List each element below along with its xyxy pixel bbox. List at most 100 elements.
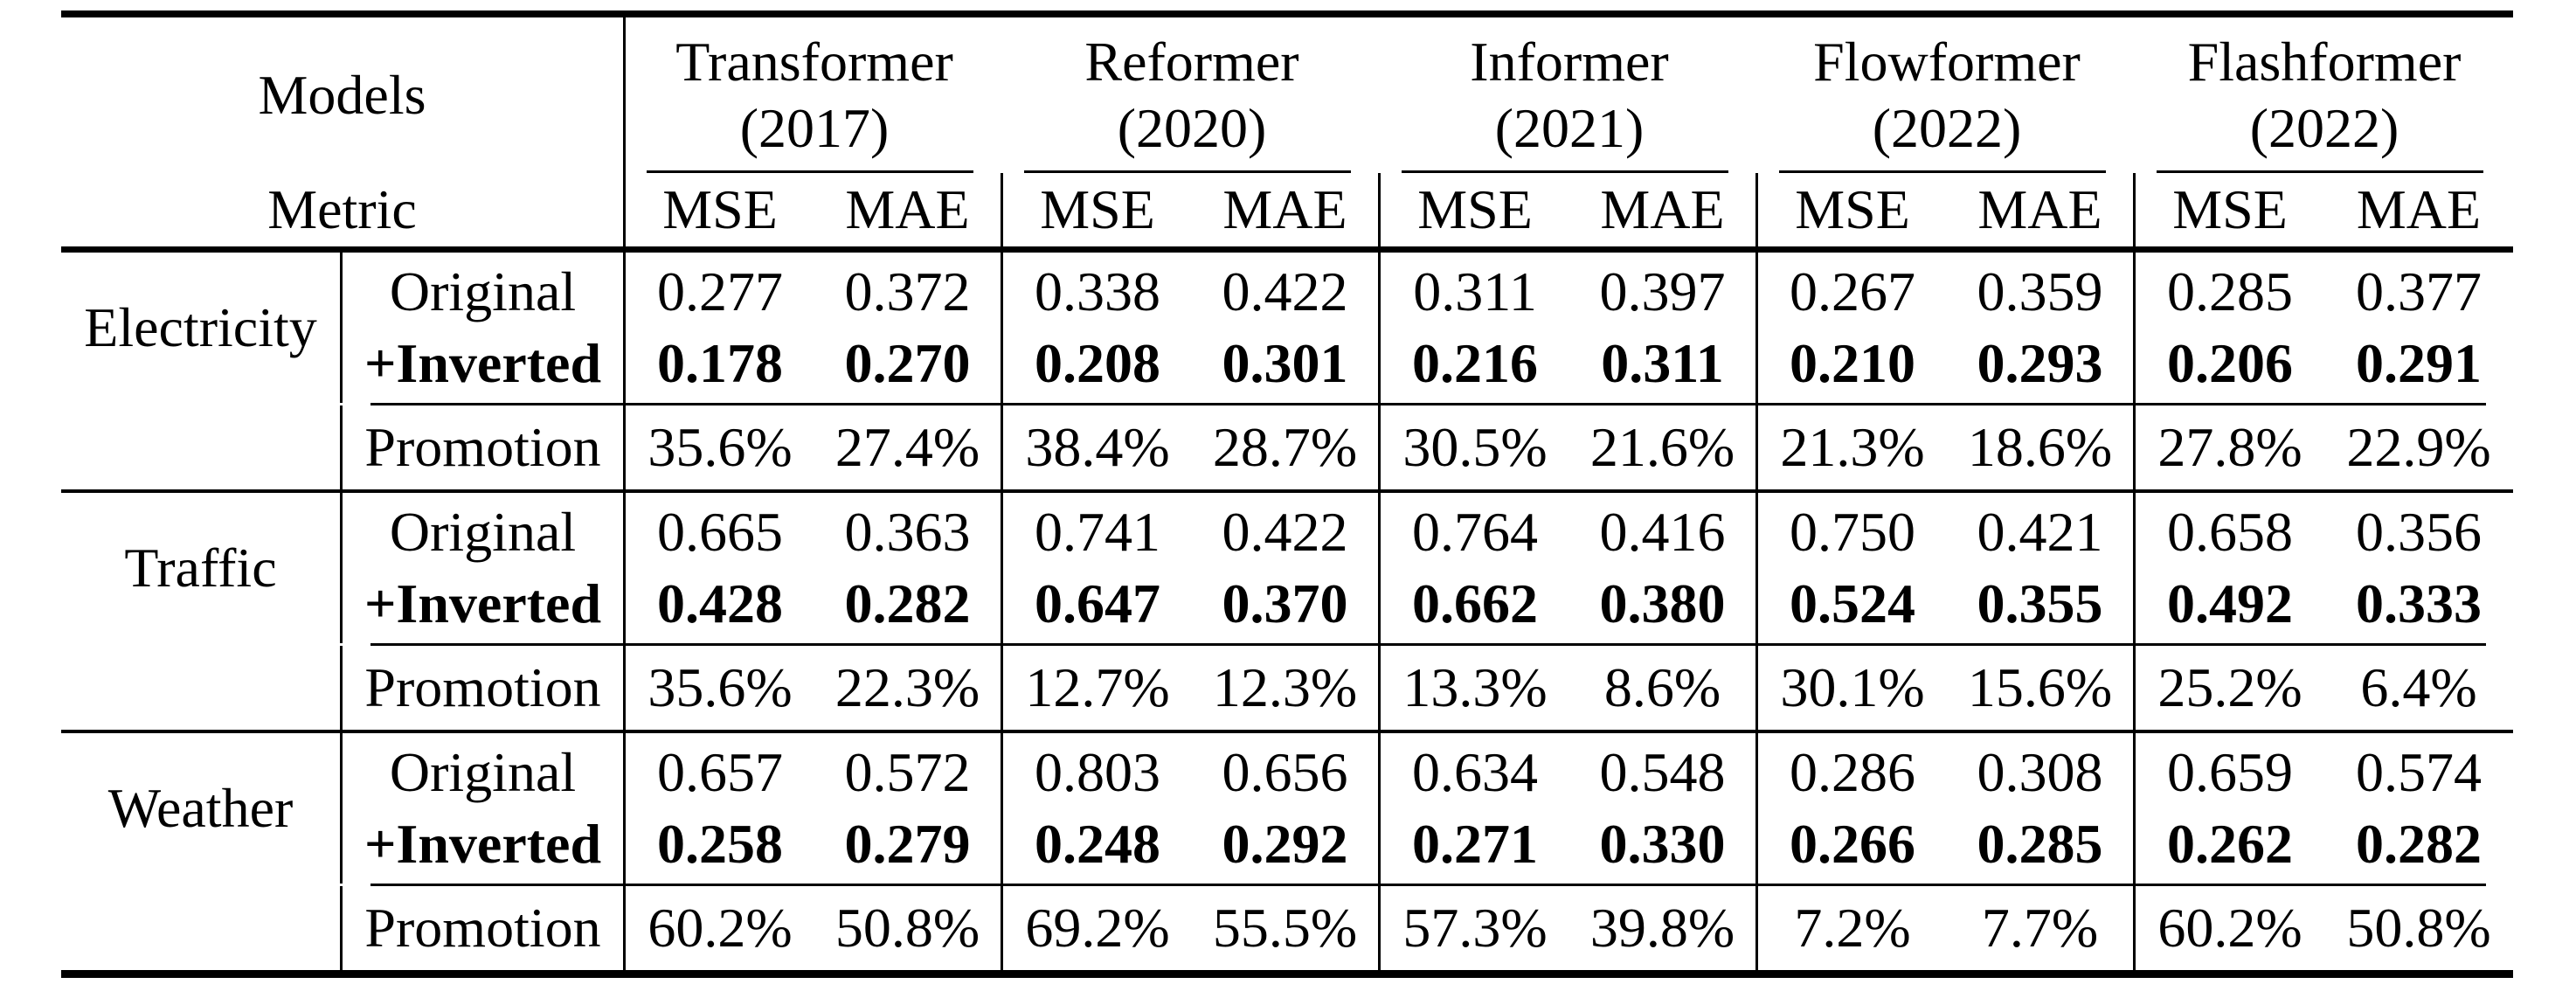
value-cell: 0.657 0.258 bbox=[657, 741, 783, 875]
value-cell: 0.277 0.178 bbox=[657, 260, 783, 394]
promotion-row-electricity: Promotion 35.6% 27.4% 38.4% 28.7% 30.5% … bbox=[61, 405, 2513, 489]
model-header: Informer (2021) bbox=[1381, 17, 1758, 173]
section-rows-traffic: Traffic Original +Inverted 0.665 0.428 0.… bbox=[61, 493, 2513, 643]
value-cell: 0.397 0.311 bbox=[1569, 253, 1758, 403]
dataset-label: Weather bbox=[61, 733, 343, 884]
model-year: (2020) bbox=[1117, 97, 1267, 159]
promotion-value: 15.6% bbox=[1947, 646, 2136, 730]
value-cell: 0.356 0.333 bbox=[2356, 501, 2482, 634]
value-cell: 0.665 0.428 bbox=[657, 501, 783, 634]
value-cell: 0.286 0.266 bbox=[1790, 741, 1915, 875]
promotion-value: 12.7% bbox=[1025, 656, 1170, 718]
row-label-promotion: Promotion bbox=[343, 646, 626, 730]
model-header: Transformer (2017) bbox=[626, 17, 1003, 173]
section-rule bbox=[61, 489, 2513, 493]
model-underline bbox=[1024, 170, 1351, 173]
row-label-original: Original bbox=[389, 260, 577, 322]
dataset-label: Traffic bbox=[61, 493, 343, 643]
value-cell: 0.764 0.662 bbox=[1412, 501, 1538, 634]
promotion-value: 60.2% bbox=[647, 897, 793, 959]
header-metric-row: Metric MSE MAE MSE MAE MSE MAE MSE MAE M… bbox=[61, 173, 2513, 246]
promotion-value: 38.4% bbox=[1025, 416, 1170, 478]
dataset-label: Electricity bbox=[61, 253, 343, 403]
bottom-rule bbox=[61, 970, 2513, 978]
row-label-inverted: +Inverted bbox=[364, 332, 602, 394]
metric-col-header: MSE bbox=[1040, 178, 1155, 240]
metric-col-header: MSE bbox=[662, 178, 778, 240]
promotion-value: 35.6% bbox=[647, 656, 793, 718]
value-cell: 0.338 0.208 bbox=[1035, 260, 1160, 394]
promotion-value: 27.4% bbox=[814, 405, 1003, 489]
value-cell: 0.574 0.282 bbox=[2356, 741, 2482, 875]
row-label-inverted: +Inverted bbox=[364, 813, 602, 875]
model-name: Flowformer bbox=[1813, 31, 2081, 93]
model-underline bbox=[2157, 170, 2483, 173]
promotion-value: 25.2% bbox=[2157, 656, 2302, 718]
header-models-row: Models Transformer (2017) Reformer (2020… bbox=[61, 17, 2513, 173]
promotion-row-weather: Promotion 60.2% 50.8% 69.2% 55.5% 57.3% … bbox=[61, 886, 2513, 970]
promotion-value: 7.7% bbox=[1947, 886, 2136, 970]
row-label-original: Original bbox=[389, 501, 577, 563]
value-cell: 0.548 0.330 bbox=[1569, 733, 1758, 884]
empty-cell bbox=[61, 886, 343, 970]
metric-col-header: MAE bbox=[1192, 173, 1381, 246]
metric-col-header: MSE bbox=[1417, 178, 1533, 240]
row-label-original: Original bbox=[389, 741, 577, 803]
section-rule bbox=[61, 730, 2513, 733]
promotion-value: 39.8% bbox=[1569, 886, 1758, 970]
promotion-value: 35.6% bbox=[647, 416, 793, 478]
promotion-value: 6.4% bbox=[2360, 656, 2477, 718]
promotion-value: 21.6% bbox=[1569, 405, 1758, 489]
model-underline bbox=[647, 170, 973, 173]
promotion-divider bbox=[370, 884, 2486, 886]
metric-col-header: MSE bbox=[1795, 178, 1910, 240]
promotion-value: 57.3% bbox=[1402, 897, 1548, 959]
model-year: (2021) bbox=[1494, 97, 1645, 159]
metric-col-header: MAE bbox=[2356, 178, 2482, 240]
model-header: Reformer (2020) bbox=[1003, 17, 1381, 173]
row-labels: Original +Inverted bbox=[343, 733, 626, 884]
promotion-value: 7.2% bbox=[1794, 897, 1911, 959]
promotion-value: 60.2% bbox=[2157, 897, 2302, 959]
row-label-inverted: +Inverted bbox=[364, 572, 602, 634]
promotion-value: 28.7% bbox=[1192, 405, 1381, 489]
row-label-promotion: Promotion bbox=[343, 886, 626, 970]
row-label-promotion: Promotion bbox=[343, 405, 626, 489]
promotion-value: 18.6% bbox=[1947, 405, 2136, 489]
value-cell: 0.803 0.248 bbox=[1035, 741, 1160, 875]
value-cell: 0.311 0.216 bbox=[1412, 260, 1538, 394]
value-cell: 0.377 0.291 bbox=[2356, 260, 2482, 394]
row-labels: Original +Inverted bbox=[343, 493, 626, 643]
promotion-value: 30.1% bbox=[1780, 656, 1925, 718]
promotion-divider bbox=[370, 403, 2486, 405]
model-name: Informer bbox=[1470, 31, 1669, 93]
promotion-row-traffic: Promotion 35.6% 22.3% 12.7% 12.3% 13.3% … bbox=[61, 646, 2513, 730]
model-name: Transformer bbox=[675, 31, 953, 93]
empty-cell bbox=[61, 405, 343, 489]
value-cell: 0.658 0.492 bbox=[2167, 501, 2293, 634]
promotion-value: 8.6% bbox=[1569, 646, 1758, 730]
promotion-value: 22.3% bbox=[814, 646, 1003, 730]
metric-col-header: MAE bbox=[1569, 173, 1758, 246]
value-cell: 0.572 0.279 bbox=[814, 733, 1003, 884]
value-cell: 0.285 0.206 bbox=[2167, 260, 2293, 394]
value-cell: 0.422 0.301 bbox=[1192, 253, 1381, 403]
section-rows-weather: Weather Original +Inverted 0.657 0.258 0.… bbox=[61, 733, 2513, 884]
promotion-value: 22.9% bbox=[2346, 416, 2491, 478]
promotion-value: 55.5% bbox=[1192, 886, 1381, 970]
model-year: (2017) bbox=[739, 97, 890, 159]
value-cell: 0.416 0.380 bbox=[1569, 493, 1758, 643]
value-cell: 0.421 0.355 bbox=[1947, 493, 2136, 643]
metric-col-header: MSE bbox=[2172, 178, 2288, 240]
promotion-value: 12.3% bbox=[1192, 646, 1381, 730]
model-year: (2022) bbox=[2249, 97, 2399, 159]
value-cell: 0.308 0.285 bbox=[1947, 733, 2136, 884]
model-year: (2022) bbox=[1872, 97, 2022, 159]
results-table: Models Transformer (2017) Reformer (2020… bbox=[61, 10, 2513, 978]
promotion-value: 69.2% bbox=[1025, 897, 1170, 959]
header-rule bbox=[61, 246, 2513, 253]
value-cell: 0.750 0.524 bbox=[1790, 501, 1915, 634]
metric-col-header: MAE bbox=[814, 173, 1003, 246]
model-header: Flowformer (2022) bbox=[1758, 17, 2136, 173]
model-name: Flashformer bbox=[2187, 31, 2462, 93]
